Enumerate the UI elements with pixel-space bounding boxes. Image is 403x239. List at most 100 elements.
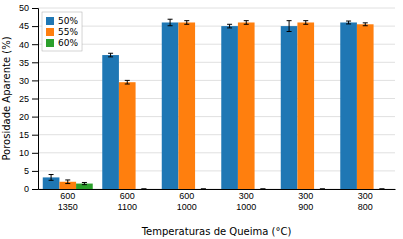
y-tick: 20 [19, 112, 38, 122]
x-axis-title: Temperaturas de Queima (°C) [141, 226, 292, 237]
x-tick-label-line: 600 [60, 191, 75, 201]
y-axis-title: Porosidade Aparente (%) [1, 36, 12, 160]
x-tick: 3001000 [236, 191, 256, 211]
series [76, 182, 384, 189]
bar [102, 55, 119, 189]
error-bar [303, 21, 308, 25]
bar [255, 189, 272, 190]
legend-label: 50% [58, 16, 78, 26]
chart: 0510152025303540455060013506001100600100… [0, 0, 403, 239]
x-tick-label-line: 1350 [58, 202, 78, 212]
y-tick: 10 [19, 148, 38, 158]
y-tick-mark [32, 153, 38, 154]
y-tick: 45 [19, 21, 38, 31]
error-bar [108, 53, 113, 57]
y-tick-label: 10 [19, 148, 29, 158]
legend-swatch [46, 39, 54, 47]
plot: 0510152025303540455060013506001100600100… [19, 3, 396, 211]
y-tick-label: 15 [19, 130, 29, 140]
bars [43, 19, 385, 189]
bar [178, 22, 195, 189]
series [43, 19, 357, 189]
grid-line [38, 8, 395, 9]
error-bar [125, 80, 130, 84]
y-tick-mark [32, 189, 38, 190]
y-tick-mark [32, 44, 38, 45]
x-tick-label-line: 900 [298, 202, 313, 212]
x-tick-label-line: 1000 [177, 202, 197, 212]
y-tick: 25 [19, 94, 38, 104]
y-tick: 40 [19, 40, 38, 50]
bar [238, 22, 255, 189]
y-tick-mark [32, 26, 38, 27]
error-bar [227, 24, 232, 28]
grid [38, 8, 395, 189]
y-tick-mark [32, 62, 38, 63]
error-bar [141, 189, 146, 190]
x-tick-label-line: 300 [239, 191, 254, 201]
y-tick-label: 50 [19, 3, 29, 13]
error-bar [346, 21, 351, 24]
error-bar [201, 189, 206, 190]
legend-item: 50% [46, 16, 78, 26]
y-tick-mark [32, 171, 38, 172]
bar [374, 189, 391, 190]
bar [281, 26, 298, 189]
x-tick: 6001100 [118, 191, 137, 211]
x-tick-label: 6001350 [58, 191, 78, 211]
legend-label: 60% [58, 38, 78, 48]
y-tick-label: 5 [24, 166, 29, 176]
x-tick-label: 300800 [358, 191, 373, 211]
x-tick-label-line: 300 [358, 191, 373, 201]
error-bar [363, 23, 368, 26]
y-tick-label: 20 [19, 112, 29, 122]
y-tick-label: 40 [19, 40, 29, 50]
y-tick-label: 25 [19, 94, 29, 104]
y-tick-label: 45 [19, 21, 29, 31]
x-tick-label-line: 800 [358, 202, 373, 212]
bar [357, 24, 374, 189]
error-bar [379, 189, 384, 190]
legend: 50%55%60% [42, 12, 82, 51]
legend-swatch [46, 17, 54, 25]
y-tick-mark [32, 135, 38, 136]
x-tick: 6001350 [58, 191, 78, 211]
error-bar [320, 189, 325, 190]
x-tick-label-line: 1100 [118, 202, 137, 212]
y-tick-label: 35 [19, 58, 29, 68]
bar [221, 26, 238, 189]
bar [340, 22, 357, 189]
y-tick-mark [32, 117, 38, 118]
x-tick-label: 3001000 [236, 191, 256, 211]
x-tick-label-line: 300 [298, 191, 313, 201]
legend-swatch [46, 28, 54, 36]
x-tick-label-line: 1000 [236, 202, 256, 212]
y-tick: 0 [24, 184, 38, 194]
y-tick-label: 30 [19, 76, 29, 86]
y-tick-mark [32, 99, 38, 100]
series [59, 21, 373, 189]
x-tick-label-line: 600 [120, 191, 135, 201]
legend-box [42, 12, 82, 51]
error-bar [184, 21, 189, 25]
error-bar [49, 175, 54, 181]
bar [119, 82, 136, 189]
bar [162, 22, 179, 189]
y-tick: 50 [19, 3, 38, 13]
bar [297, 22, 314, 189]
y-tick-mark [32, 8, 38, 9]
bar [195, 189, 212, 190]
y-tick-mark [32, 80, 38, 81]
error-bar [287, 21, 292, 32]
error-bar [65, 180, 70, 184]
legend-item: 60% [46, 38, 78, 48]
x-axis-line [39, 189, 396, 190]
x-tick-label: 6001000 [177, 191, 197, 211]
error-bar [244, 21, 249, 25]
x-tick-label-line: 600 [179, 191, 194, 201]
bar [136, 189, 153, 190]
x-tick: 6001000 [177, 191, 197, 211]
x-tick: 300800 [358, 191, 373, 211]
y-tick: 30 [19, 76, 38, 86]
bar [314, 189, 331, 190]
